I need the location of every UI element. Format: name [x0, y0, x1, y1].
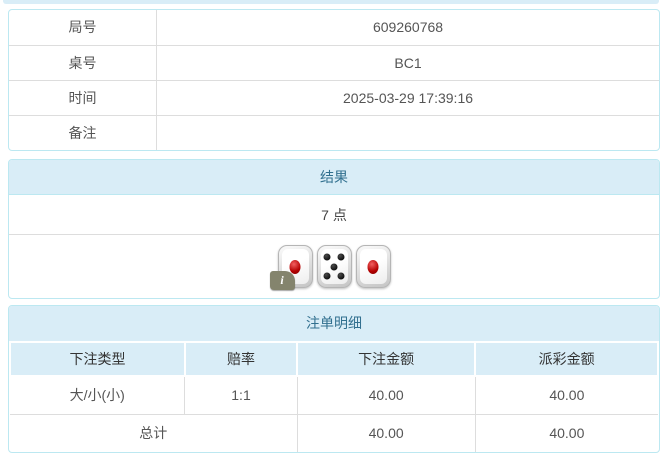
round-number-value: 609260768 — [156, 10, 659, 46]
die-dot — [367, 259, 379, 274]
remark-label: 备注 — [9, 115, 158, 150]
col-header-payout-amount: 派彩金额 — [474, 341, 659, 377]
dice-group: i — [269, 245, 391, 290]
die-dot — [323, 253, 331, 261]
col-header-odds: 赔率 — [183, 341, 299, 377]
die-dot — [330, 263, 338, 270]
remark-value — [157, 115, 659, 150]
bet-row: 大/小(小) 1:1 40.00 40.00 — [10, 375, 658, 415]
round-info-panel: 局号 609260768 桌号 BC1 时间 2025-03-29 17:39:… — [8, 9, 660, 151]
odds-cell: 1:1 — [184, 375, 298, 415]
die-face-5 — [316, 245, 352, 288]
bet-details-panel-title: 注单明细 — [9, 306, 659, 341]
die-dot — [289, 259, 301, 274]
result-points: 7 点 — [9, 195, 659, 235]
payout-amount-cell: 40.00 — [474, 375, 658, 415]
spacer — [0, 151, 664, 159]
dice-row: i — [9, 235, 659, 298]
die-dot — [337, 253, 345, 261]
result-panel-title: 结果 — [9, 160, 659, 195]
total-row: 总计 40.00 40.00 — [10, 413, 658, 452]
round-info-table: 局号 609260768 桌号 BC1 时间 2025-03-29 17:39:… — [9, 10, 659, 150]
table-row: 时间 2025-03-29 17:39:16 — [9, 80, 659, 116]
bets-header-row: 下注类型 赔率 下注金额 派彩金额 — [9, 341, 659, 377]
die-dot — [337, 272, 345, 280]
col-header-bet-type: 下注类型 — [9, 341, 186, 377]
time-value: 2025-03-29 17:39:16 — [156, 80, 659, 116]
bet-type-cell: 大/小(小) — [10, 375, 186, 415]
table-row: 桌号 BC1 — [9, 45, 659, 81]
info-tooltip-badge[interactable]: i — [269, 271, 295, 290]
time-label: 时间 — [9, 80, 158, 116]
die-face-1: i — [269, 245, 313, 290]
bet-details-panel: 注单明细 下注类型 赔率 下注金额 派彩金额 大/小(小) 1:1 40.00 … — [8, 305, 660, 453]
bet-details-table: 下注类型 赔率 下注金额 派彩金额 大/小(小) 1:1 40.00 40.00… — [9, 341, 659, 452]
table-row: 局号 609260768 — [9, 10, 659, 46]
round-number-label: 局号 — [9, 10, 158, 46]
table-row: 备注 — [9, 115, 659, 150]
result-panel: 结果 7 点 i — [8, 159, 660, 299]
total-payout-amount-cell: 40.00 — [474, 413, 658, 452]
cropped-panel-edge — [3, 0, 659, 4]
total-bet-amount-cell: 40.00 — [296, 413, 476, 452]
table-number-label: 桌号 — [9, 45, 158, 81]
die-dot — [323, 272, 331, 280]
total-label-cell: 总计 — [10, 413, 298, 452]
table-number-value: BC1 — [156, 45, 659, 81]
die-face-1 — [355, 245, 391, 288]
col-header-bet-amount: 下注金额 — [296, 341, 477, 377]
bet-amount-cell: 40.00 — [296, 375, 476, 415]
page: 局号 609260768 桌号 BC1 时间 2025-03-29 17:39:… — [0, 0, 664, 453]
